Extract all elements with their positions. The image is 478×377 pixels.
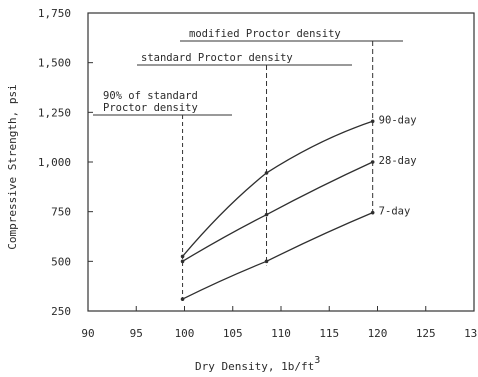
series-label-7-day: 7-day bbox=[379, 206, 411, 218]
data-point bbox=[180, 297, 185, 301]
series-line-28-day bbox=[182, 161, 373, 262]
y-tick-label: 1,750 bbox=[38, 7, 71, 20]
y-tick-label: 1,500 bbox=[38, 57, 71, 70]
x-tick-label: 125 bbox=[416, 327, 436, 340]
x-tick-label: 100 bbox=[175, 327, 195, 340]
reference-lines bbox=[93, 40, 403, 304]
x-axis-label: Dry Density, 1b/ft3 bbox=[195, 355, 320, 373]
ref-label-90pct-line1: 90% of standard bbox=[103, 90, 198, 102]
x-tick-label: 110 bbox=[271, 327, 291, 340]
y-tick-label: 250 bbox=[51, 305, 71, 318]
x-axis-label-exponent: 3 bbox=[314, 355, 320, 366]
y-tick-label: 750 bbox=[51, 206, 71, 219]
data-point bbox=[264, 259, 269, 264]
data-point bbox=[370, 210, 375, 215]
ref-label-standard: standard Proctor density bbox=[141, 52, 293, 64]
tick-layer: 90 95 100 105 110 115 120 125 130 250 500 750 1,000 1… bbox=[38, 7, 478, 340]
x-tick-label: 90 bbox=[81, 327, 94, 340]
series-line-7-day bbox=[182, 212, 373, 300]
x-axis-label-text: Dry Density, 1b/ft bbox=[195, 360, 314, 373]
y-tick-label: 1,250 bbox=[38, 106, 71, 119]
y-tick-label: 1,000 bbox=[38, 156, 71, 169]
data-point bbox=[180, 254, 185, 259]
data-point bbox=[264, 212, 269, 217]
x-tick-label: 105 bbox=[223, 327, 243, 340]
ref-label-modified: modified Proctor density bbox=[189, 28, 341, 40]
x-tick-label: 130 bbox=[464, 327, 478, 340]
x-tick-label: 120 bbox=[368, 327, 388, 340]
data-point bbox=[264, 171, 269, 175]
ref-label-90pct-line2: Proctor density bbox=[103, 102, 198, 114]
y-axis-label: Compressive Strength, psi bbox=[6, 84, 19, 250]
series-line-90-day bbox=[182, 120, 373, 257]
series-layer bbox=[180, 119, 375, 301]
x-tick-label: 95 bbox=[130, 327, 143, 340]
data-point bbox=[370, 119, 375, 124]
data-point bbox=[180, 259, 185, 264]
y-tick-label: 500 bbox=[51, 255, 71, 268]
series-label-90-day: 90-day bbox=[379, 114, 417, 126]
series-label-28-day: 28-day bbox=[379, 155, 417, 167]
data-point bbox=[370, 160, 375, 164]
x-tick-label: 115 bbox=[319, 327, 339, 340]
